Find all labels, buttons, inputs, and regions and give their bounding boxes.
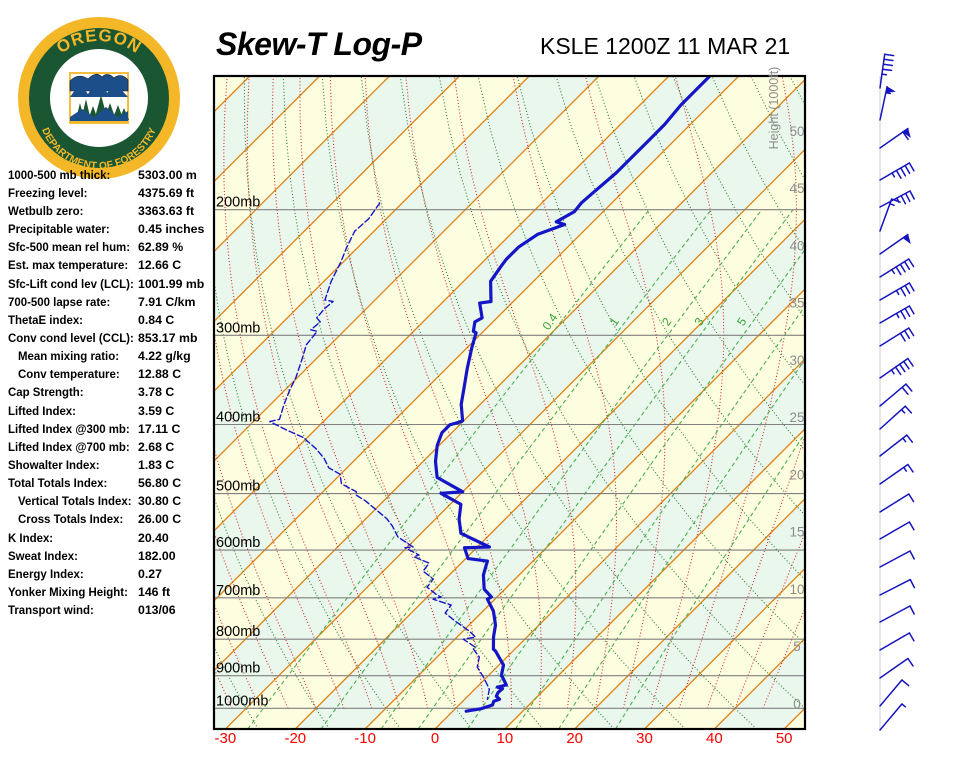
svg-text:50: 50 bbox=[776, 730, 793, 747]
svg-text:25: 25 bbox=[789, 410, 804, 425]
svg-text:40: 40 bbox=[706, 730, 723, 747]
svg-text:10: 10 bbox=[497, 730, 514, 747]
svg-text:300mb: 300mb bbox=[216, 320, 260, 336]
svg-text:20: 20 bbox=[566, 730, 583, 747]
svg-text:1000mb: 1000mb bbox=[216, 693, 268, 709]
svg-text:700mb: 700mb bbox=[216, 583, 260, 599]
svg-text:-10: -10 bbox=[354, 730, 376, 747]
svg-text:-20: -20 bbox=[284, 730, 306, 747]
svg-text:50: 50 bbox=[789, 124, 804, 139]
svg-text:40: 40 bbox=[789, 239, 804, 254]
svg-text:Height (1000ft): Height (1000ft) bbox=[767, 67, 781, 150]
svg-text:20: 20 bbox=[789, 467, 804, 482]
svg-text:800mb: 800mb bbox=[216, 624, 260, 640]
svg-text:200mb: 200mb bbox=[216, 195, 260, 211]
svg-text:900mb: 900mb bbox=[216, 661, 260, 677]
svg-text:45: 45 bbox=[789, 181, 804, 196]
svg-text:600mb: 600mb bbox=[216, 535, 260, 551]
svg-text:15: 15 bbox=[789, 525, 804, 540]
svg-text:30: 30 bbox=[789, 353, 804, 368]
svg-text:0: 0 bbox=[793, 696, 801, 711]
svg-text:0: 0 bbox=[431, 730, 439, 747]
svg-text:500mb: 500mb bbox=[216, 479, 260, 495]
svg-text:10: 10 bbox=[789, 582, 804, 597]
svg-text:35: 35 bbox=[789, 296, 804, 311]
svg-text:5: 5 bbox=[793, 639, 801, 654]
svg-text:30: 30 bbox=[636, 730, 653, 747]
svg-text:400mb: 400mb bbox=[216, 410, 260, 426]
svg-text:-30: -30 bbox=[215, 730, 237, 747]
